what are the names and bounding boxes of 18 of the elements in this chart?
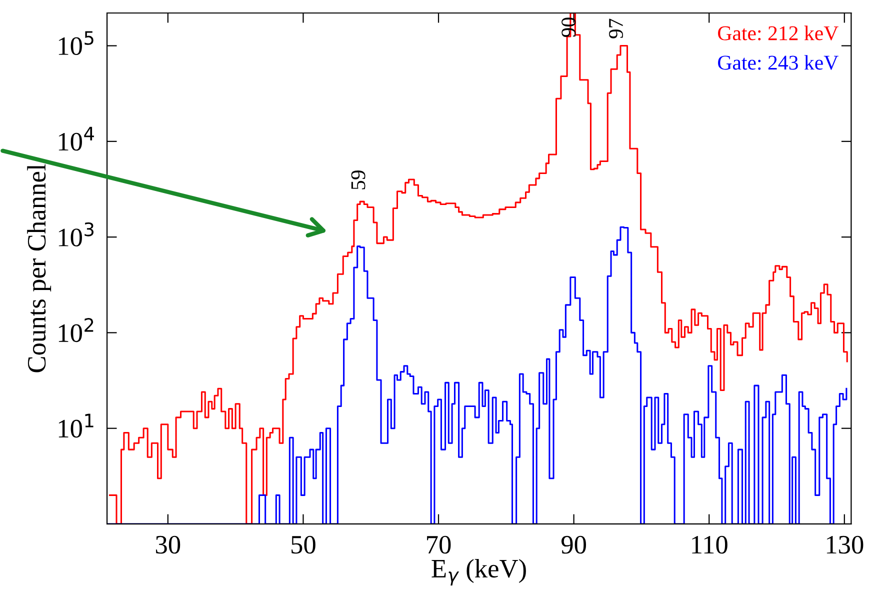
x-tick-label: 30 — [156, 536, 180, 554]
y-axis-title: Counts per Channel — [27, 164, 52, 372]
x-tick-label: 70 — [427, 536, 451, 554]
y-tick-label: 10$^{2}$ — [58, 318, 94, 342]
x-tick-label: 130 — [826, 536, 864, 554]
text: Gate: 243 keV — [718, 55, 838, 70]
x-tick-label: 50 — [292, 536, 316, 554]
x-tick-label: 90 — [561, 536, 586, 554]
y-tick-label: 10$^{3}$ — [58, 222, 94, 246]
x-tick-label: 110 — [692, 536, 728, 554]
y-tick-label: 10$^{1}$ — [58, 414, 94, 438]
annotation: 59 — [351, 170, 366, 190]
y-tick-label: 10$^{5}$ — [58, 31, 94, 56]
text: Gate: 212 keV — [718, 26, 838, 40]
annotation: 97 — [609, 18, 623, 38]
y-tick-label: 10$^{4}$ — [58, 126, 94, 151]
x-axis-title: E$_{γ}$ (keV) — [432, 559, 526, 586]
annotation: 90 — [562, 18, 576, 37]
